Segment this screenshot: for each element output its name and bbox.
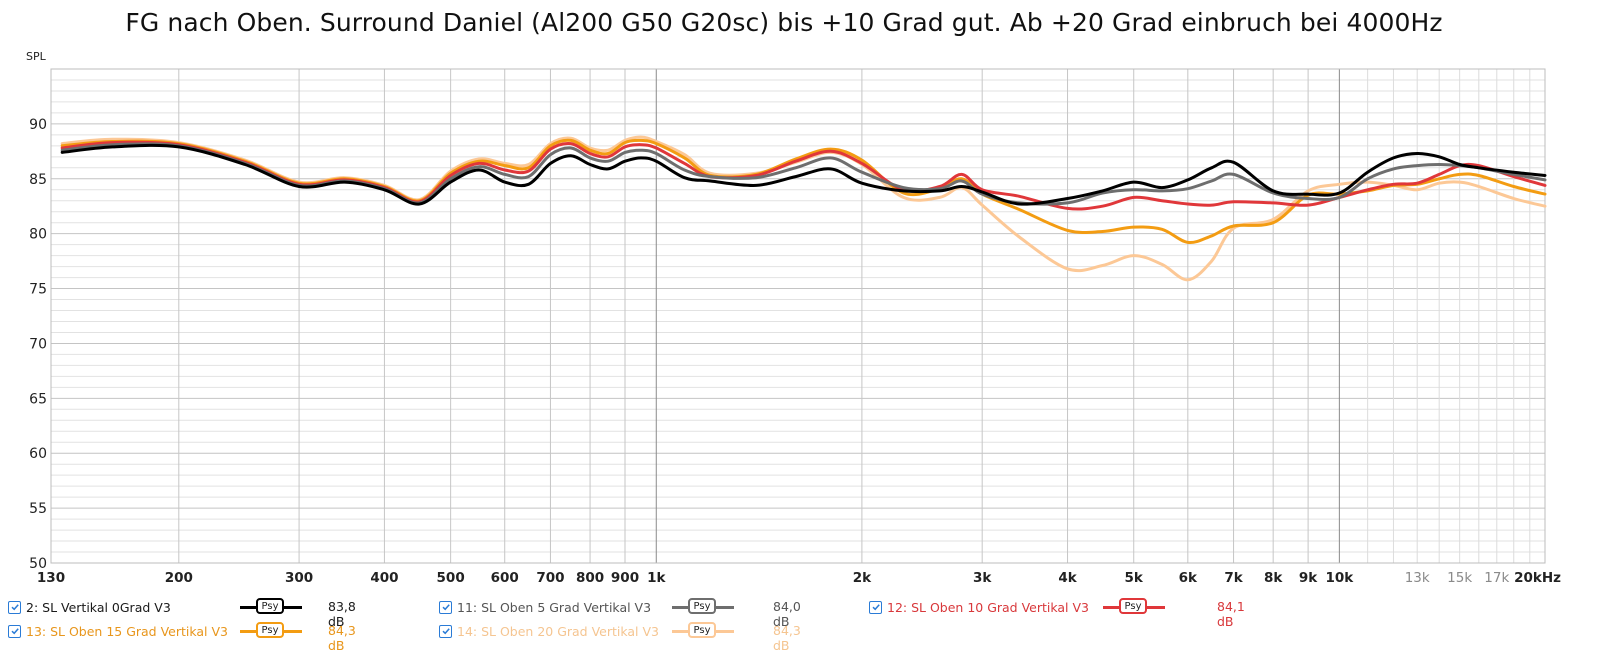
- x-tick-label: 10k: [1325, 570, 1354, 586]
- x-tick-label: 2k: [853, 570, 872, 586]
- legend-label: 14: SL Oben 20 Grad Vertikal V3: [457, 623, 660, 639]
- legend-line-swatch[interactable]: Psy: [240, 597, 302, 617]
- checkmark-icon: [441, 604, 450, 611]
- y-tick-label: 50: [29, 556, 47, 572]
- legend-line-swatch[interactable]: Psy: [672, 621, 734, 641]
- x-tick-label: 300: [285, 570, 313, 586]
- legend-label: 13: SL Oben 15 Grad Vertikal V3: [26, 623, 229, 639]
- x-tick-label: 4k: [1058, 570, 1077, 586]
- x-tick-label: 9k: [1299, 570, 1318, 586]
- y-tick-label: 55: [29, 501, 47, 517]
- series-line-4: [60, 138, 1547, 245]
- legend-line-swatch[interactable]: Psy: [1103, 597, 1165, 617]
- x-tick-label: 600: [491, 570, 519, 586]
- x-tick-label: 5k: [1125, 570, 1144, 586]
- legend-item[interactable]: 13: SL Oben 15 Grad Vertikal V3: [8, 621, 228, 641]
- legend-average-value: 83,8 dB: [328, 599, 356, 629]
- x-tick-label: 17k: [1484, 570, 1509, 586]
- x-tick-label: 500: [437, 570, 465, 586]
- series-lines: [60, 135, 1547, 282]
- legend-item[interactable]: 2: SL Vertikal 0Grad V3: [8, 597, 171, 617]
- y-tick-label: 90: [29, 117, 47, 133]
- legend-item[interactable]: 11: SL Oben 5 Grad Vertikal V3: [439, 597, 651, 617]
- y-axis-label: SPL: [26, 50, 47, 63]
- x-tick-label: 900: [611, 570, 639, 586]
- checkmark-icon: [441, 628, 450, 635]
- legend-average-value: 84,1 dB: [1217, 599, 1245, 629]
- legend-checkbox[interactable]: [8, 624, 21, 638]
- psy-badge: Psy: [256, 598, 284, 614]
- legend-average-value: 84,0 dB: [773, 599, 801, 629]
- legend-label: 12: SL Oben 10 Grad Vertikal V3: [887, 599, 1090, 615]
- x-tick-label: 1k: [647, 570, 666, 586]
- x-tick-label: 130: [37, 570, 65, 586]
- x-tick-label: 7k: [1224, 570, 1243, 586]
- x-tick-label: 3k: [973, 570, 992, 586]
- legend-checkbox[interactable]: [439, 600, 452, 614]
- checkmark-icon: [10, 628, 19, 635]
- frequency-response-chart: 50 55 60 65 70 75 80 85 90 130 200 300 400 500 600 700…: [26, 50, 1561, 586]
- legend-item[interactable]: 14: SL Oben 20 Grad Vertikal V3: [439, 621, 659, 641]
- chart-title: FG nach Oben. Surround Daniel (Al200 G50…: [125, 8, 1443, 37]
- grid: [50, 68, 1546, 564]
- legend-label: 11: SL Oben 5 Grad Vertikal V3: [457, 599, 652, 615]
- y-tick-label: 80: [29, 227, 47, 243]
- y-tick-label: 60: [29, 446, 47, 462]
- legend-checkbox[interactable]: [8, 600, 21, 614]
- legend-checkbox[interactable]: [869, 600, 882, 614]
- legend-item[interactable]: 12: SL Oben 10 Grad Vertikal V3: [869, 597, 1089, 617]
- x-tick-label: 6k: [1179, 570, 1198, 586]
- x-tick-label: 400: [370, 570, 398, 586]
- psy-badge: Psy: [688, 598, 716, 614]
- x-tick-label: 20kHz: [1514, 570, 1561, 586]
- x-tick-label: 700: [536, 570, 564, 586]
- y-tick-label: 65: [29, 391, 47, 407]
- series-line-1: [60, 143, 1547, 206]
- series-line-2: [60, 142, 1547, 206]
- psy-badge: Psy: [1119, 598, 1147, 614]
- y-tick-label: 75: [29, 282, 47, 298]
- y-tick-label: 85: [29, 172, 47, 188]
- y-axis-ticks: 50 55 60 65 70 75 80 85 90: [29, 117, 47, 572]
- x-tick-label: 13k: [1405, 570, 1430, 586]
- legend-label: 2: SL Vertikal 0Grad V3: [26, 599, 171, 615]
- y-tick-label: 70: [29, 336, 47, 352]
- checkmark-icon: [10, 604, 19, 611]
- legend-average-value: 84,3 dB: [328, 623, 356, 653]
- checkmark-icon: [871, 604, 880, 611]
- legend-line-swatch[interactable]: Psy: [240, 621, 302, 641]
- legend-line-swatch[interactable]: Psy: [672, 597, 734, 617]
- psy-badge: Psy: [688, 622, 716, 638]
- legend-average-value: 84,3 dB: [773, 623, 801, 653]
- x-tick-label: 15k: [1447, 570, 1472, 586]
- x-tick-label: 200: [165, 570, 193, 586]
- legend-checkbox[interactable]: [439, 624, 452, 638]
- plot-frame: [50, 68, 1546, 564]
- x-axis-ticks: 130 200 300 400 500 600 700 800 900 1k 2k 3k 4k 5k 6k 7…: [37, 570, 1561, 586]
- psy-badge: Psy: [256, 622, 284, 638]
- x-tick-label: 8k: [1264, 570, 1283, 586]
- x-tick-label: 800: [576, 570, 604, 586]
